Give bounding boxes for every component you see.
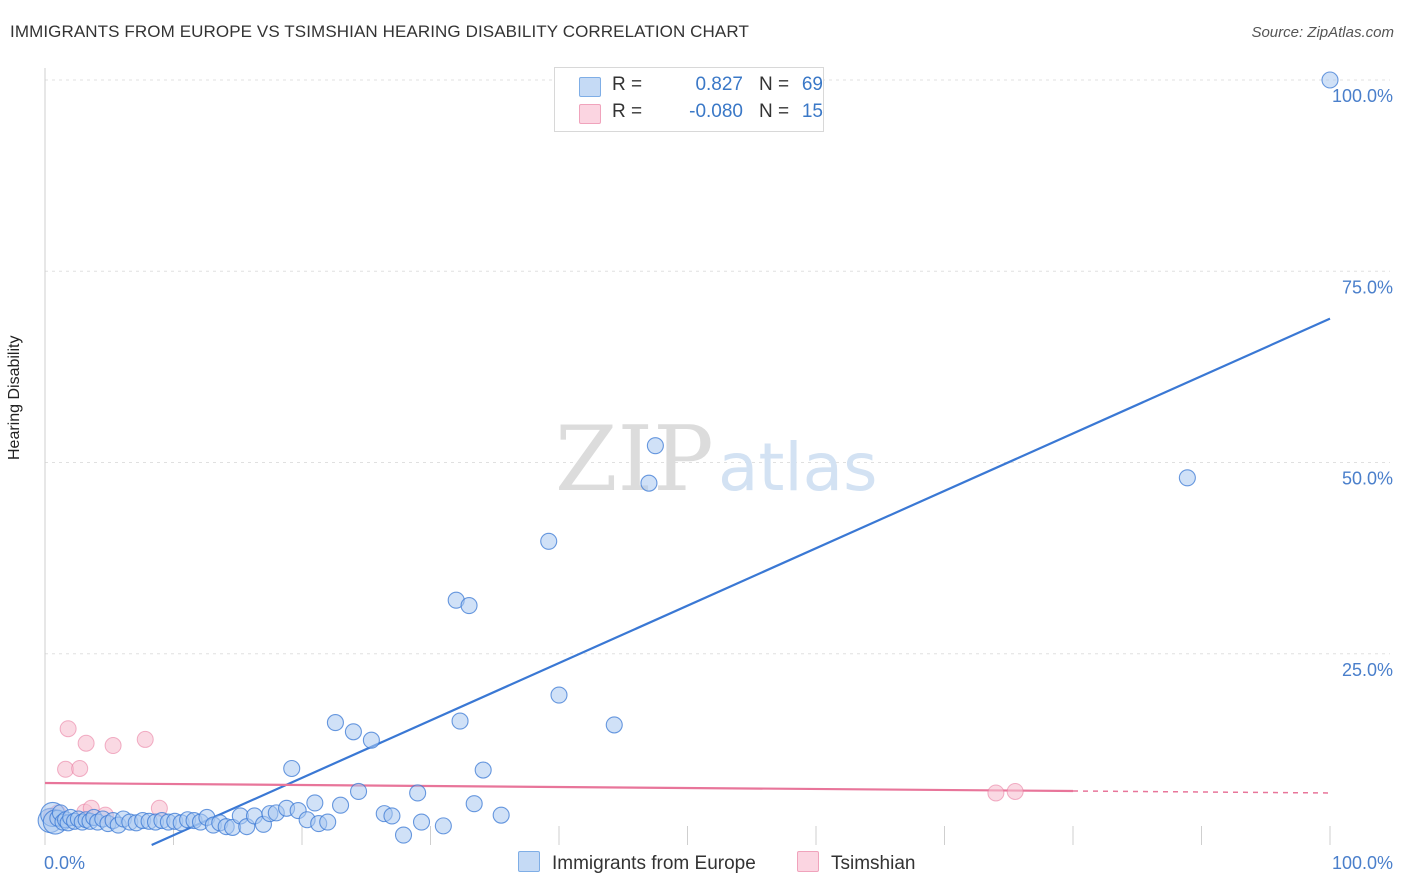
- x-tick-label: 0.0%: [44, 853, 85, 873]
- stats-n-label: N =: [759, 101, 790, 122]
- trend-line-tsimshian: [44, 781, 1074, 793]
- data-point-tsimshian: [136, 730, 154, 748]
- data-point-tsimshian: [1006, 782, 1024, 800]
- legend-item-tsimshian[interactable]: Tsimshian: [797, 851, 915, 875]
- stats-n-value: 69: [801, 74, 823, 95]
- legend-swatch-tsimshian: [797, 851, 819, 872]
- data-point-europe: [394, 826, 413, 844]
- legend-label-tsimshian: Tsimshian: [831, 853, 916, 874]
- data-point-europe: [409, 784, 427, 802]
- data-point-europe: [383, 807, 401, 825]
- data-point-tsimshian: [104, 737, 122, 755]
- data-point-tsimshian: [57, 760, 75, 778]
- stats-r-value: -0.080: [689, 101, 743, 122]
- chart-title: IMMIGRANTS FROM EUROPE VS TSIMSHIAN HEAR…: [10, 22, 749, 41]
- data-point-europe: [362, 731, 380, 749]
- stats-n-label: N =: [759, 74, 790, 95]
- stats-swatch-tsimshian: [579, 104, 601, 124]
- data-point-europe: [1178, 469, 1196, 487]
- data-point-europe: [331, 796, 350, 814]
- data-point-europe: [283, 759, 301, 778]
- data-point-europe: [605, 716, 623, 734]
- data-point-europe: [412, 813, 431, 831]
- watermark-zip: ZIP: [555, 407, 714, 512]
- stats-r-label: R =: [612, 101, 643, 122]
- stats-box: R = 0.827 N = 69 R = -0.080 N = 15: [554, 67, 824, 132]
- data-point-europe: [640, 474, 658, 492]
- y-tick-label: 75.0%: [1342, 277, 1393, 297]
- data-point-tsimshian: [71, 760, 89, 777]
- y-tick-label: 100.0%: [1332, 86, 1393, 106]
- data-point-tsimshian: [59, 720, 77, 738]
- trend-line-europe: [151, 317, 1331, 847]
- stats-swatch-europe: [579, 77, 601, 97]
- data-point-europe: [1321, 71, 1339, 89]
- trend-lines: [44, 317, 1331, 847]
- data-point-europe: [434, 817, 452, 835]
- data-point-europe: [326, 714, 344, 732]
- data-point-europe: [306, 794, 324, 812]
- source-label: Source: ZipAtlas.com: [1251, 24, 1394, 41]
- data-point-europe: [492, 806, 510, 824]
- data-point-europe: [451, 712, 469, 730]
- data-points: [37, 71, 1339, 844]
- data-point-europe: [460, 597, 478, 615]
- tick-labels: 25.0% 50.0% 75.0% 100.0% 0.0% 100.0%: [44, 86, 1393, 873]
- data-point-europe: [550, 686, 568, 704]
- data-point-tsimshian: [77, 734, 95, 752]
- y-tick-label: 50.0%: [1342, 469, 1393, 489]
- data-point-europe: [646, 437, 664, 455]
- data-point-tsimshian: [987, 784, 1005, 802]
- data-point-europe: [540, 532, 558, 550]
- data-point-europe: [465, 795, 483, 813]
- watermark: ZIP atlas: [555, 407, 878, 512]
- data-point-europe: [474, 761, 492, 779]
- y-tick-label: 25.0%: [1342, 660, 1393, 680]
- legend-item-europe[interactable]: Immigrants from Europe: [518, 851, 756, 875]
- watermark-atlas: atlas: [718, 429, 878, 506]
- stats-r-label: R =: [612, 74, 643, 95]
- legend-label-europe: Immigrants from Europe: [552, 853, 756, 874]
- legend-swatch-europe: [518, 851, 540, 872]
- stats-n-value: 15: [801, 101, 823, 122]
- trend-line-tsimshian-extension: [1072, 790, 1331, 794]
- data-point-europe: [319, 813, 337, 831]
- data-point-europe: [344, 723, 362, 741]
- stats-r-value: 0.827: [695, 74, 743, 95]
- data-point-europe: [349, 782, 368, 801]
- grid-lines: [45, 79, 1390, 845]
- x-tick-label: 100.0%: [1332, 853, 1393, 873]
